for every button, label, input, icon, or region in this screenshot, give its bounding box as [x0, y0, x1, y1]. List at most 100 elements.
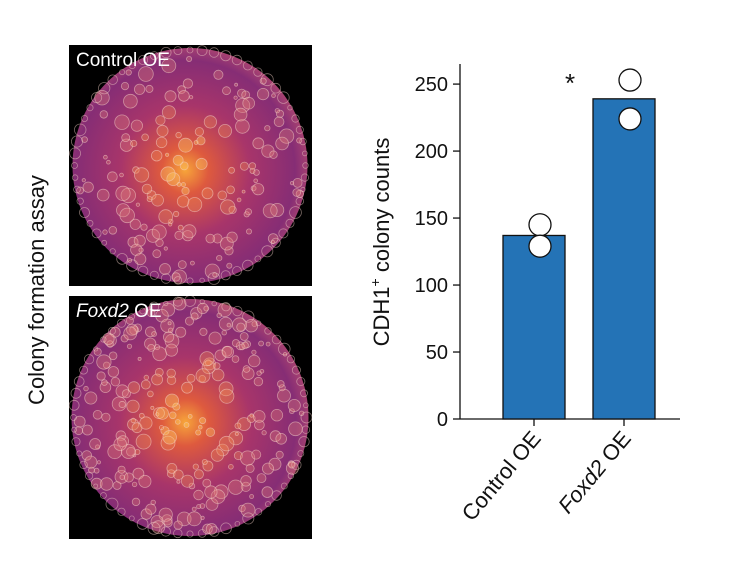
colony-marker: [138, 247, 144, 253]
colony-marker: [211, 368, 225, 382]
colony-marker: [298, 436, 310, 448]
colony-marker: [182, 224, 197, 239]
colony-marker: [108, 226, 118, 235]
colony-marker: [71, 162, 78, 169]
colony-marker: [119, 207, 135, 224]
colony-marker: [76, 197, 84, 205]
colony-marker: [269, 430, 282, 442]
colony-marker: [160, 273, 172, 284]
colony-marker: [96, 354, 112, 370]
colony-marker: [84, 471, 94, 480]
colony-marker: [199, 298, 205, 305]
colony-marker: [80, 115, 88, 123]
colony-marker: [193, 469, 204, 480]
colony-marker: [100, 336, 107, 343]
colony-marker: [186, 373, 196, 383]
colony-marker: [240, 481, 251, 492]
colony-marker: [208, 526, 220, 537]
colony-marker: [264, 501, 271, 508]
data-point: [528, 234, 552, 258]
colony-marker: [278, 228, 289, 239]
colony-marker: [146, 308, 156, 318]
colony-marker: [261, 245, 274, 258]
colony-marker: [96, 188, 110, 202]
colony-marker: [199, 417, 207, 425]
colony-marker: [260, 73, 274, 87]
colony-marker: [202, 523, 213, 535]
colony-marker: [99, 110, 108, 119]
control-image-label: Control OE: [76, 50, 170, 71]
colony-marker: [134, 167, 150, 183]
colony-marker: [123, 326, 138, 341]
colony-marker: [163, 246, 168, 251]
colony-marker: [73, 185, 81, 194]
colony-marker: [273, 116, 285, 128]
colony-marker: [96, 371, 106, 381]
colony-marker: [221, 330, 227, 336]
colony-marker: [278, 342, 291, 356]
colony-marker: [161, 105, 176, 120]
colony-marker: [271, 490, 282, 501]
colony-marker: [119, 474, 125, 480]
colony-marker: [242, 512, 255, 525]
colony-marker: [274, 108, 280, 114]
colony-marker: [302, 150, 308, 157]
colony-marker: [234, 422, 242, 430]
colony-marker: [236, 197, 242, 203]
colony-marker: [181, 474, 195, 488]
colony-marker: [114, 114, 130, 130]
colony-marker: [275, 450, 284, 459]
colony-marker: [302, 162, 309, 169]
colony-marker: [199, 503, 206, 509]
colony-marker: [140, 379, 151, 390]
control-colony-image: Control OE: [69, 45, 312, 286]
colony-marker: [270, 237, 281, 248]
colony-marker: [208, 47, 220, 58]
colony-marker: [71, 426, 77, 433]
colony-marker: [150, 405, 155, 410]
colony-marker: [91, 228, 102, 239]
colony-marker: [71, 174, 79, 181]
colony-marker: [235, 98, 251, 114]
colony-marker: [164, 90, 177, 103]
colony-marker: [208, 331, 222, 345]
colony-marker: [161, 58, 177, 74]
colony-marker: [286, 355, 295, 364]
colony-marker: [130, 417, 137, 424]
colony-marker: [162, 430, 177, 445]
colony-marker: [141, 183, 153, 195]
colony-marker: [181, 186, 190, 196]
colony-marker: [191, 506, 197, 512]
colony-marker: [262, 203, 278, 219]
colony-marker: [200, 515, 205, 520]
colony-marker: [277, 91, 290, 104]
colony-marker: [239, 332, 249, 341]
colony-marker: [199, 351, 215, 367]
colony-marker: [226, 231, 238, 243]
colony-marker: [175, 326, 187, 338]
colony-marker: [101, 412, 111, 422]
colony-marker: [148, 301, 160, 312]
colony-marker: [275, 109, 285, 118]
colony-marker: [175, 419, 181, 425]
colony-marker: [265, 341, 271, 347]
colony-marker: [81, 136, 88, 143]
colony-marker: [186, 277, 194, 285]
colony-marker: [107, 366, 120, 378]
colony-marker: [241, 367, 255, 380]
colony-marker: [300, 389, 308, 398]
colony-marker: [245, 463, 255, 473]
colony-marker: [165, 152, 170, 157]
colony-marker: [130, 139, 138, 148]
colony-marker: [192, 463, 199, 470]
colony-marker: [108, 351, 118, 361]
colony-marker: [163, 331, 175, 343]
colony-marker: [291, 114, 300, 123]
colony-marker: [176, 195, 190, 208]
colony-marker: [176, 511, 192, 527]
data-point: [528, 213, 552, 237]
colony-marker: [255, 320, 262, 327]
colony-marker: [138, 54, 149, 65]
colony-marker: [197, 529, 207, 538]
colony-marker: [288, 421, 303, 437]
